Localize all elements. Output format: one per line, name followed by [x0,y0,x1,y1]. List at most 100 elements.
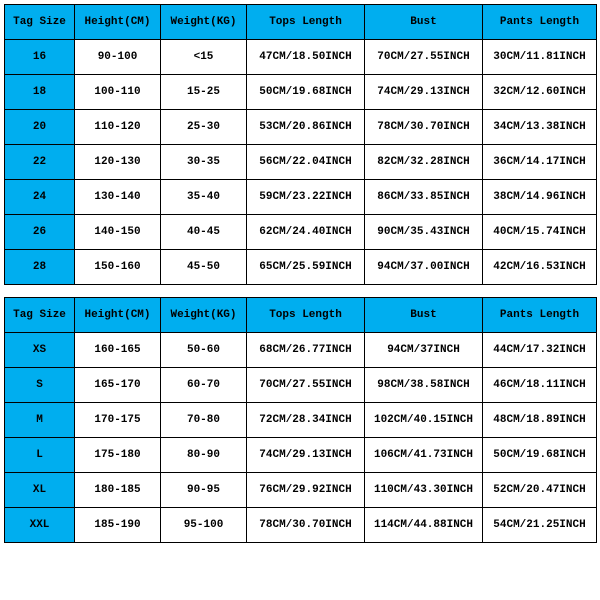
data-cell: 110-120 [75,110,161,145]
tag-size-cell: 26 [5,215,75,250]
data-cell: 78CM/30.70INCH [365,110,483,145]
data-cell: 74CM/29.13INCH [365,75,483,110]
data-cell: 70CM/27.55INCH [365,40,483,75]
table-row: 28150-16045-5065CM/25.59INCH94CM/37.00IN… [5,250,597,285]
data-cell: 62CM/24.40INCH [247,215,365,250]
data-cell: 86CM/33.85INCH [365,180,483,215]
data-cell: 110CM/43.30INCH [365,473,483,508]
data-cell: <15 [161,40,247,75]
col-bust: Bust [365,298,483,333]
data-cell: 40CM/15.74INCH [483,215,597,250]
data-cell: 106CM/41.73INCH [365,438,483,473]
col-height: Height(CM) [75,5,161,40]
data-cell: 170-175 [75,403,161,438]
data-cell: 15-25 [161,75,247,110]
col-tag-size: Tag Size [5,298,75,333]
data-cell: 90CM/35.43INCH [365,215,483,250]
col-tag-size: Tag Size [5,5,75,40]
tag-size-cell: XXL [5,508,75,543]
data-cell: 95-100 [161,508,247,543]
col-weight: Weight(KG) [161,298,247,333]
col-bust: Bust [365,5,483,40]
data-cell: 50-60 [161,333,247,368]
data-cell: 52CM/20.47INCH [483,473,597,508]
data-cell: 120-130 [75,145,161,180]
data-cell: 98CM/38.58INCH [365,368,483,403]
table-row: 26140-15040-4562CM/24.40INCH90CM/35.43IN… [5,215,597,250]
data-cell: 38CM/14.96INCH [483,180,597,215]
data-cell: 90-100 [75,40,161,75]
table-header: Tag Size Height(CM) Weight(KG) Tops Leng… [5,5,597,40]
table-row: 1690-100<1547CM/18.50INCH70CM/27.55INCH3… [5,40,597,75]
data-cell: 100-110 [75,75,161,110]
data-cell: 90-95 [161,473,247,508]
data-cell: 54CM/21.25INCH [483,508,597,543]
data-cell: 53CM/20.86INCH [247,110,365,145]
data-cell: 130-140 [75,180,161,215]
tag-size-cell: 18 [5,75,75,110]
data-cell: 25-30 [161,110,247,145]
data-cell: 102CM/40.15INCH [365,403,483,438]
data-cell: 68CM/26.77INCH [247,333,365,368]
data-cell: 35-40 [161,180,247,215]
tag-size-cell: 20 [5,110,75,145]
data-cell: 80-90 [161,438,247,473]
data-cell: 50CM/19.68INCH [483,438,597,473]
data-cell: 114CM/44.88INCH [365,508,483,543]
tag-size-cell: 22 [5,145,75,180]
data-cell: 40-45 [161,215,247,250]
data-cell: 44CM/17.32INCH [483,333,597,368]
col-pants-length: Pants Length [483,5,597,40]
table-row: XL180-18590-9576CM/29.92INCH110CM/43.30I… [5,473,597,508]
data-cell: 46CM/18.11INCH [483,368,597,403]
data-cell: 30-35 [161,145,247,180]
col-weight: Weight(KG) [161,5,247,40]
table-row: 24130-14035-4059CM/23.22INCH86CM/33.85IN… [5,180,597,215]
data-cell: 60-70 [161,368,247,403]
data-cell: 70-80 [161,403,247,438]
data-cell: 32CM/12.60INCH [483,75,597,110]
col-height: Height(CM) [75,298,161,333]
tag-size-cell: 16 [5,40,75,75]
tag-size-cell: S [5,368,75,403]
data-cell: 65CM/25.59INCH [247,250,365,285]
data-cell: 180-185 [75,473,161,508]
data-cell: 42CM/16.53INCH [483,250,597,285]
table-row: 18100-11015-2550CM/19.68INCH74CM/29.13IN… [5,75,597,110]
data-cell: 48CM/18.89INCH [483,403,597,438]
data-cell: 56CM/22.04INCH [247,145,365,180]
tag-size-cell: 28 [5,250,75,285]
col-pants-length: Pants Length [483,298,597,333]
data-cell: 47CM/18.50INCH [247,40,365,75]
data-cell: 59CM/23.22INCH [247,180,365,215]
data-cell: 30CM/11.81INCH [483,40,597,75]
tag-size-cell: M [5,403,75,438]
size-table-adults: Tag Size Height(CM) Weight(KG) Tops Leng… [4,297,597,543]
data-cell: 78CM/30.70INCH [247,508,365,543]
col-tops-length: Tops Length [247,5,365,40]
data-cell: 94CM/37.00INCH [365,250,483,285]
data-cell: 76CM/29.92INCH [247,473,365,508]
data-cell: 45-50 [161,250,247,285]
data-cell: 74CM/29.13INCH [247,438,365,473]
data-cell: 72CM/28.34INCH [247,403,365,438]
data-cell: 165-170 [75,368,161,403]
tag-size-cell: XS [5,333,75,368]
tag-size-cell: 24 [5,180,75,215]
table-row: XS160-16550-6068CM/26.77INCH94CM/37INCH4… [5,333,597,368]
table-gap [4,285,596,297]
size-table-kids: Tag Size Height(CM) Weight(KG) Tops Leng… [4,4,597,285]
table-row: 22120-13030-3556CM/22.04INCH82CM/32.28IN… [5,145,597,180]
data-cell: 150-160 [75,250,161,285]
data-cell: 175-180 [75,438,161,473]
table-row: L175-18080-9074CM/29.13INCH106CM/41.73IN… [5,438,597,473]
data-cell: 70CM/27.55INCH [247,368,365,403]
data-cell: 140-150 [75,215,161,250]
table-row: 20110-12025-3053CM/20.86INCH78CM/30.70IN… [5,110,597,145]
data-cell: 34CM/13.38INCH [483,110,597,145]
col-tops-length: Tops Length [247,298,365,333]
data-cell: 50CM/19.68INCH [247,75,365,110]
data-cell: 36CM/14.17INCH [483,145,597,180]
data-cell: 160-165 [75,333,161,368]
data-cell: 82CM/32.28INCH [365,145,483,180]
